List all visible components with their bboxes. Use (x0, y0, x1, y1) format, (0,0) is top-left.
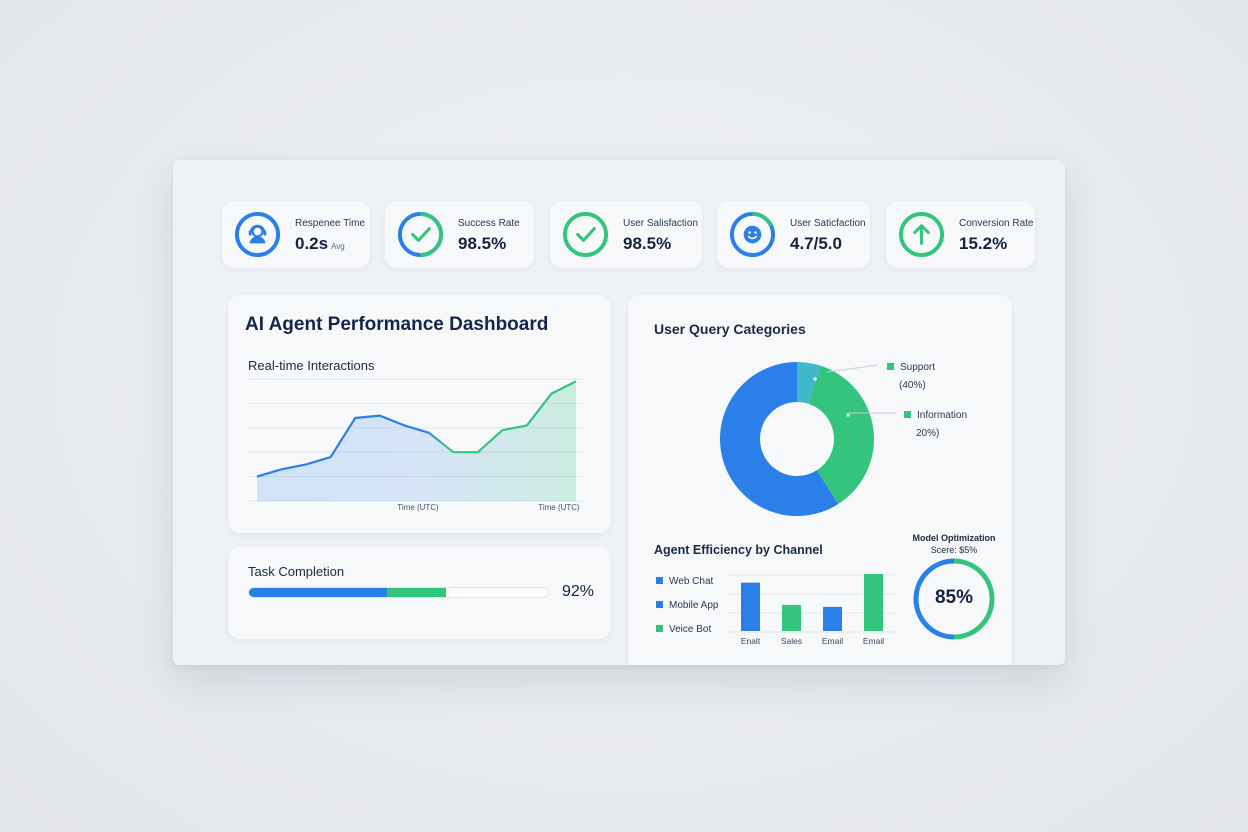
interactions-card: AI Agent Performance Dashboard Real-time… (228, 295, 611, 533)
x-tick-label: Time (UTC) (538, 503, 580, 512)
kpi-user-satisfaction[interactable]: User Salisfaction 98.5% (550, 201, 702, 268)
bar (782, 604, 801, 631)
legend-swatch (887, 363, 894, 370)
query-donut-chart[interactable] (628, 353, 1012, 533)
task-progress-blue (249, 588, 387, 597)
task-percent: 92% (562, 583, 595, 600)
interactions-title: Real-time Interactions (248, 358, 375, 373)
optimization-score: Scere: $5% (930, 545, 978, 555)
legend-web-chat: Web Chat (656, 576, 713, 587)
kpi-success-rate[interactable]: Success Rate 98.5% (385, 201, 534, 268)
page-title: AI Agent Performance Dashboard (245, 314, 549, 335)
optimization-title-line1: Model Optimization (912, 533, 996, 543)
kpi-value: 4.7/5.0 (790, 234, 842, 253)
kpi-conversion-rate[interactable]: Conversion Rate 15.2% (886, 201, 1035, 268)
smiley-icon (729, 211, 776, 258)
checkmark-icon (397, 211, 444, 258)
kpi-suffix: Avg (331, 242, 345, 251)
donut-callouts (813, 364, 896, 417)
donut-slice (808, 365, 874, 505)
optimization-title: Model Optimization Scere: $5% (904, 532, 1004, 556)
area-series-line (256, 380, 577, 478)
interactions-area-chart[interactable]: Time (UTC) Time (UTC) (248, 375, 593, 515)
dashboard-panel: Respenee Time 0.2s Avg Success Rate 98.5%… (173, 160, 1065, 665)
kpi-value: 98.5% (458, 234, 507, 253)
legend-mobile-app: Mobile App (656, 600, 718, 611)
efficiency-title: Agent Efficiency by Channel (654, 543, 823, 557)
bar-category-label: Email (822, 636, 843, 646)
kpi-value: 0.2s Avg (295, 234, 345, 253)
checkmark-icon (562, 211, 609, 258)
kpi-label: Success Rate (458, 218, 520, 229)
task-completion-title: Task Completion (248, 564, 345, 579)
task-progress-track (248, 587, 549, 598)
bar (741, 582, 760, 631)
efficiency-bar-chart[interactable]: Enalt Sales Email Email (728, 574, 908, 654)
donut-slice (797, 362, 821, 404)
task-progress-green (386, 588, 447, 597)
donut-slice (720, 362, 839, 516)
bar-category-label: Sales (781, 636, 802, 646)
bar-category-label: Email (863, 636, 884, 646)
task-completion-card: Task Completion 92% (228, 547, 611, 639)
kpi-label: Respenee Time (295, 218, 366, 229)
optimization-ring (913, 558, 995, 640)
kpi-response-time[interactable]: Respenee Time 0.2s Avg (222, 201, 370, 268)
legend-swatch (656, 601, 663, 608)
user-headset-icon (234, 211, 281, 258)
legend-swatch (904, 411, 911, 418)
kpi-label: Conversion Rate (959, 218, 1034, 229)
kpi-value: 15.2% (959, 234, 1008, 253)
query-categories-card: User Query Categories Support (40%) Info… (628, 295, 1012, 665)
kpi-value: 98.5% (623, 234, 672, 253)
x-tick-label: Time (UTC) (397, 503, 439, 512)
arrow-up-icon (898, 211, 945, 258)
optimization-value: 85% (934, 587, 974, 608)
legend-voice-bot: Veice Bot (656, 624, 711, 635)
area-fill (257, 381, 576, 501)
query-categories-title: User Query Categories (654, 321, 806, 337)
bar (823, 606, 842, 631)
legend-swatch (656, 625, 663, 632)
kpi-user-rating[interactable]: User Saticfaction 4.7/5.0 (717, 201, 870, 268)
kpi-label: User Saticfaction (790, 218, 866, 229)
bar-category-label: Enalt (741, 636, 761, 646)
legend-swatch (656, 577, 663, 584)
kpi-label: User Salisfaction (623, 218, 699, 229)
legend-support: Support (40%) (887, 359, 935, 395)
bar (864, 574, 883, 631)
legend-information: Information 20%) (904, 407, 967, 443)
